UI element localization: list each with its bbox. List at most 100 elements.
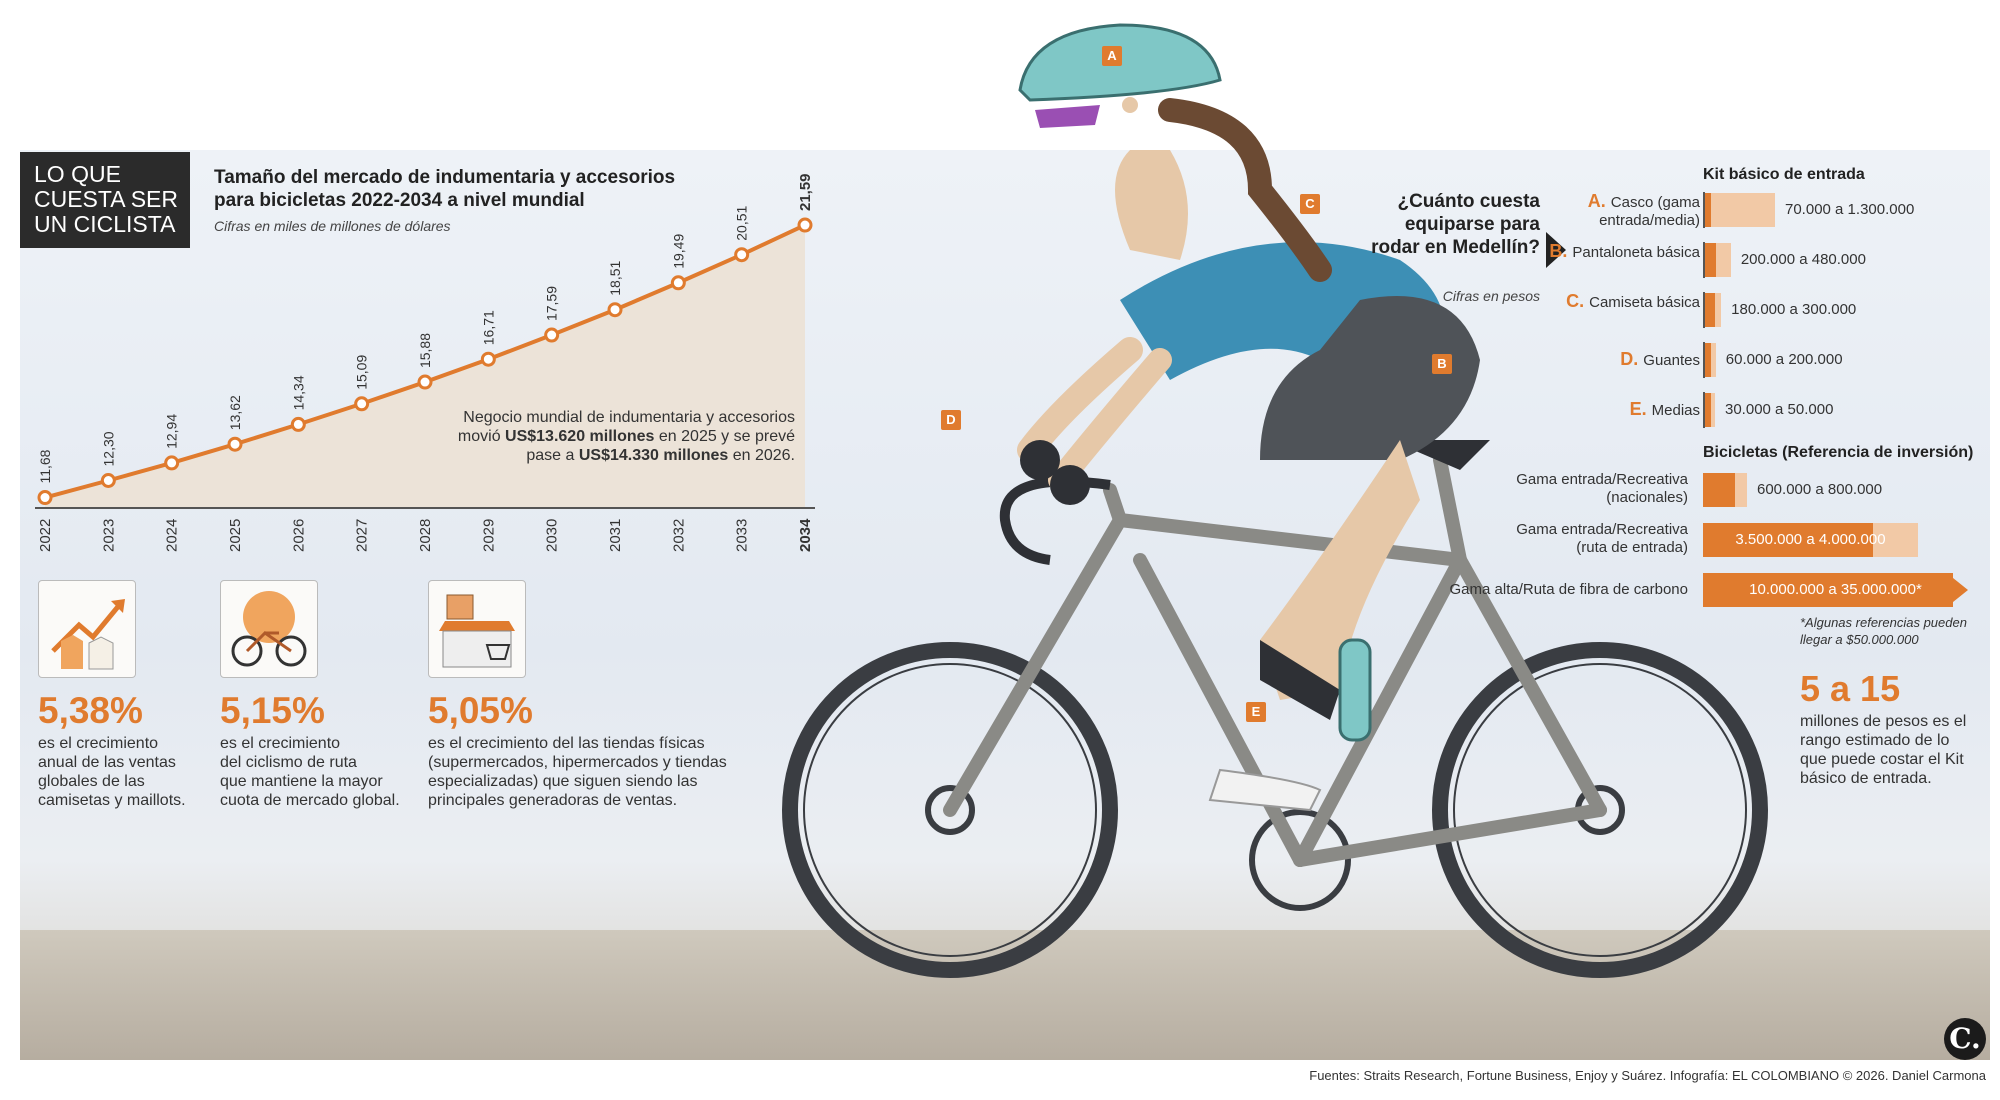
kit-range-label: 200.000 a 480.000: [1740, 251, 1866, 268]
chart-tick-label: 2026: [290, 519, 307, 552]
chart-point: [290, 416, 306, 432]
marker-b: B: [1432, 354, 1452, 374]
bike-range-label: 3.500.000 a 4.000.000: [1735, 531, 1886, 548]
kit-category-label: D. Guantes: [1540, 350, 1700, 370]
chart-point: [544, 327, 560, 343]
bike-bar-min: [1703, 523, 1873, 557]
chart-tick-label: 2033: [734, 519, 751, 552]
shirt-growth-icon: [38, 580, 136, 678]
kit-category-label: B. Pantaloneta básica: [1540, 242, 1700, 262]
kit-category-label: C. Camiseta básica: [1540, 292, 1700, 312]
note-line: pase a US$14.330 millones en 2026.: [440, 446, 795, 465]
chart-point: [607, 302, 623, 318]
chart-point: [227, 436, 243, 452]
chart-data-label: 12,94: [164, 414, 180, 449]
kit-range-value: 5 a 15: [1800, 668, 1901, 709]
chart-area: [45, 225, 805, 508]
kit-range-label: 30.000 a 50.000: [1725, 401, 1834, 418]
market-line-chart: 11,68 2022 12,30 2023 12,94 2024 13,62 2025 14,3…: [35, 173, 815, 552]
globe-bicycle-icon: [220, 580, 318, 678]
chart-data-label: 16,71: [480, 310, 496, 345]
arrow-right-icon: [1546, 232, 1566, 268]
stat-value: 5,15%: [220, 690, 325, 731]
chart-tick-label: 2022: [37, 519, 54, 552]
note-highlight: US$14.330 millones: [578, 447, 729, 464]
chart-subtitle: Cifras en miles de millones de dólares: [214, 218, 451, 234]
bike-range-label: 10.000.000 a 35.000.000*: [1749, 581, 1922, 598]
chart-tick-label: 2028: [417, 519, 434, 552]
marker-d: D: [941, 410, 961, 430]
chart-tick-label: 2031: [607, 519, 624, 552]
kit-category-label: E. Medias: [1540, 400, 1700, 420]
kit-category-letter: A.: [1587, 191, 1611, 211]
kit-range-label: 180.000 a 300.000: [1731, 301, 1857, 318]
chart-tick-label: 2030: [544, 519, 561, 552]
kit-bar-min: [1705, 293, 1715, 327]
note-line: Negocio mundial de indumentaria y acceso…: [463, 409, 795, 426]
chart-data-label: 20,51: [734, 205, 750, 240]
chart-point: [480, 351, 496, 367]
chart-point: [354, 396, 370, 412]
chart-point: [670, 275, 686, 291]
chart-title: Tamaño del mercado de indumentaria y acc…: [214, 167, 676, 211]
market-note: Negocio mundial de indumentaria y acceso…: [440, 408, 795, 465]
chart-point: [100, 473, 116, 488]
chart-tick-label: 2024: [164, 519, 181, 552]
cyclist-illustration: [782, 23, 1768, 978]
kit-category-letter: C.: [1566, 291, 1590, 311]
question-title: ¿Cuánto cuesta equiparse para rodar en M…: [1371, 191, 1540, 258]
kit-category-label: A. Casco (gama entrada/media): [1540, 192, 1700, 230]
sources-credit: Fuentes: Straits Research, Fortune Busin…: [1309, 1068, 1986, 1083]
stat-stores: 5,05% es el crecimiento del las tiendas …: [428, 580, 727, 810]
stat-value: 5,38%: [38, 690, 143, 731]
chart-data-label: 12,30: [100, 431, 116, 466]
bike-category-label: Gama alta/Ruta de fibra de carbono: [1449, 581, 1688, 598]
store-cart-icon: [428, 580, 526, 678]
kit-axis: [1703, 342, 1705, 378]
note-text: pase a: [526, 447, 579, 464]
chart-tick-label: 2034: [797, 518, 814, 552]
kit-category-name: Medias: [1651, 402, 1700, 419]
chart-point: [417, 374, 433, 390]
bike-bar-min: [1703, 473, 1735, 507]
kit-axis: [1703, 292, 1705, 328]
bike-bar-min: [1703, 573, 1953, 607]
infographic-title: LO QUE CUESTA SER UN CICLISTA: [20, 152, 190, 248]
kit-range-text: millones de pesos es el rango estimado d…: [1800, 713, 1967, 787]
stat-text: es el crecimiento del ciclismo de ruta q…: [220, 735, 400, 809]
chart-data-label: 13,62: [227, 395, 243, 430]
chart-tick-label: 2025: [227, 519, 244, 552]
kit-bar-max: [1705, 193, 1775, 227]
kit-axis: [1703, 392, 1705, 428]
kit-range-label: 70.000 a 1.300.000: [1785, 201, 1915, 218]
marker-e: E: [1246, 702, 1266, 722]
kit-axis: [1703, 242, 1705, 278]
bike-range-label: 600.000 a 800.000: [1757, 481, 1883, 498]
chart-tick-label: 2032: [670, 519, 687, 552]
bike-footnote: *Algunas referencias pueden llegar a $50…: [1800, 615, 1967, 647]
kit-bar-min: [1705, 393, 1711, 427]
chart-point: [164, 455, 180, 471]
chart-data-label: 15,88: [417, 333, 433, 368]
question-subtitle: Cifras en pesos: [1442, 288, 1540, 304]
note-text: en 2025 y se prevé: [654, 428, 795, 445]
chart-data-label: 17,59: [544, 286, 560, 321]
chart-data-label: 15,09: [354, 355, 370, 390]
kit-bar-min: [1705, 243, 1716, 277]
kit-section-title: Kit básico de entrada: [1703, 166, 1865, 183]
kit-category-name: Casco (gama entrada/media): [1599, 194, 1700, 229]
marker-c: C: [1300, 194, 1320, 214]
chart-data-label: 21,59: [797, 173, 814, 211]
bike-category-label: Gama entrada/Recreativa (nacionales): [1516, 471, 1688, 506]
kit-bar-min: [1705, 343, 1711, 377]
kit-category-name: Camiseta básica: [1589, 294, 1700, 311]
kit-category-letter: D.: [1620, 349, 1644, 369]
note-text: movió: [457, 428, 506, 445]
chart-point: [37, 490, 53, 506]
chart-data-label: 19,49: [670, 234, 686, 269]
bike-category-label: Gama entrada/Recreativa (ruta de entrada…: [1516, 521, 1688, 556]
chart-point: [797, 217, 813, 233]
stat-text: es el crecimiento anual de las ventas gl…: [38, 735, 186, 809]
chart-data-label: 14,34: [290, 375, 306, 410]
background-panel: [20, 150, 1990, 1060]
